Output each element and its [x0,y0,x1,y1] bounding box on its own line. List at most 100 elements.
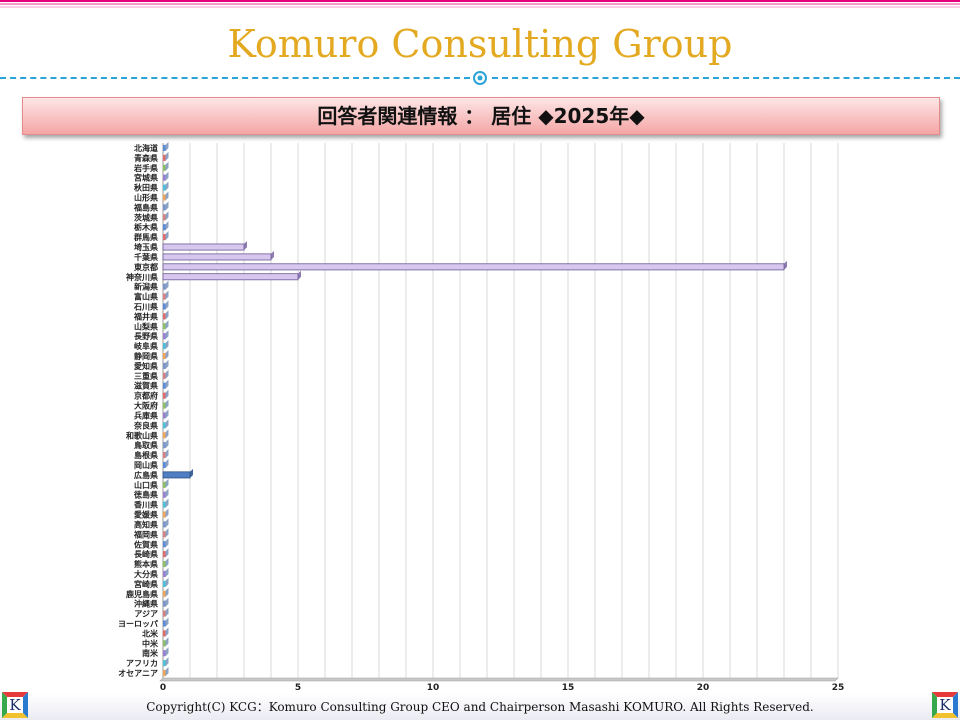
bar-山形県 [163,194,166,201]
copyright-text: Copyright(C) KCG：Komuro Consulting Group… [146,700,814,714]
bar-side [165,508,169,518]
k-logo-icon-left: K [2,692,28,718]
bar-三重県 [163,372,166,379]
category-label: 鹿児島県 [126,589,158,599]
category-label: 三重県 [134,371,158,381]
category-label: 山形県 [134,192,158,202]
category-label: アフリカ [126,659,158,668]
k-logo-letter-left: K [9,696,21,714]
bar-島根県 [163,452,166,459]
bar-奈良県 [163,422,166,429]
bar-side [165,478,169,488]
bar-side [165,349,169,360]
bar-side [165,449,169,459]
bar-東京都 [162,263,785,271]
bar-side [165,181,169,191]
bar-宮崎県 [163,580,166,587]
bar-side [165,359,169,369]
bar-side [165,191,169,201]
bar-side [165,538,169,548]
bar-山梨県 [163,323,166,330]
category-label: 青森県 [134,153,158,163]
category-label: 岐阜県 [134,341,158,351]
k-logo-letter-right: K [939,696,951,714]
bar-side [165,310,169,320]
category-label: 東京都 [134,262,158,272]
bar-side [165,330,169,340]
bar-石川県 [163,303,166,310]
bar-埼玉県 [162,243,245,251]
category-label: 富山県 [134,292,158,302]
category-label: 滋賀県 [134,381,158,391]
category-label: 中米 [142,638,159,648]
top-pink-bar [0,0,960,8]
bar-宮城県 [163,174,166,181]
bar-side [165,577,169,587]
category-label: アジア [134,610,158,619]
bar-side [165,439,169,449]
bar-熊本県 [163,560,166,568]
category-label: 兵庫県 [134,410,158,420]
bar-和歌山県 [163,432,166,439]
bar-長野県 [163,333,166,340]
category-label: 山口県 [134,480,158,490]
bar-side [244,240,247,251]
bar-side [165,221,169,231]
category-label: 香川県 [133,500,158,510]
category-label: 奈良県 [133,420,158,430]
divider-left [0,77,470,79]
bar-side [165,320,169,330]
bar-side [165,627,169,637]
bar-神奈川県 [162,273,299,281]
bar-side [165,201,169,211]
bar-秋田県 [163,184,166,191]
bar-千葉県 [162,253,272,261]
category-label: 南米 [142,648,159,658]
bar-富山県 [163,293,166,300]
bar-side [165,379,169,389]
x-tick-label: 15 [562,683,575,693]
x-tick-label: 20 [697,683,710,693]
bar-岐阜県 [163,343,166,350]
category-label: 長野県 [134,331,158,341]
category-label: 徳島県 [133,490,158,500]
bar-福岡県 [163,531,166,538]
bar-福井県 [163,313,166,320]
bar-side [165,409,169,419]
chart-banner: 回答者関連情報 ： 居住 ◆2025年◆ [22,97,940,135]
category-label: 島根県 [134,450,158,460]
bar-side [165,211,169,221]
category-label: 福岡県 [133,529,158,539]
bar-side [165,389,169,399]
bar-鹿児島県 [163,590,166,597]
bar-アジア [163,610,166,617]
bar-長崎県 [163,551,166,558]
divider-right [492,77,960,79]
bar-side [165,488,169,498]
bar-群馬県 [163,234,166,241]
bar-北米 [163,630,166,637]
bar-side [165,528,169,538]
bar-side [165,280,169,290]
bar-滋賀県 [163,382,166,389]
category-label: 岡山県 [134,460,158,470]
divider-dot-icon [473,71,487,85]
bar-side [298,270,301,280]
bar-side [165,151,169,161]
bar-愛媛県 [163,511,166,518]
category-label: 茨城県 [134,212,158,222]
category-label: 広島県 [134,470,158,480]
bar-茨城県 [163,214,166,221]
bar-side [165,617,169,627]
bar-side [165,548,169,558]
category-label: 高知県 [134,519,158,529]
category-label: 沖縄県 [134,599,158,609]
category-label: 神奈川県 [126,272,158,282]
bar-side [165,429,169,439]
bar-愛知県 [163,362,166,369]
category-label: 福井県 [133,311,158,321]
x-tick-label: 0 [160,683,166,693]
bar-高知県 [163,521,166,528]
bar-山口県 [163,481,166,488]
